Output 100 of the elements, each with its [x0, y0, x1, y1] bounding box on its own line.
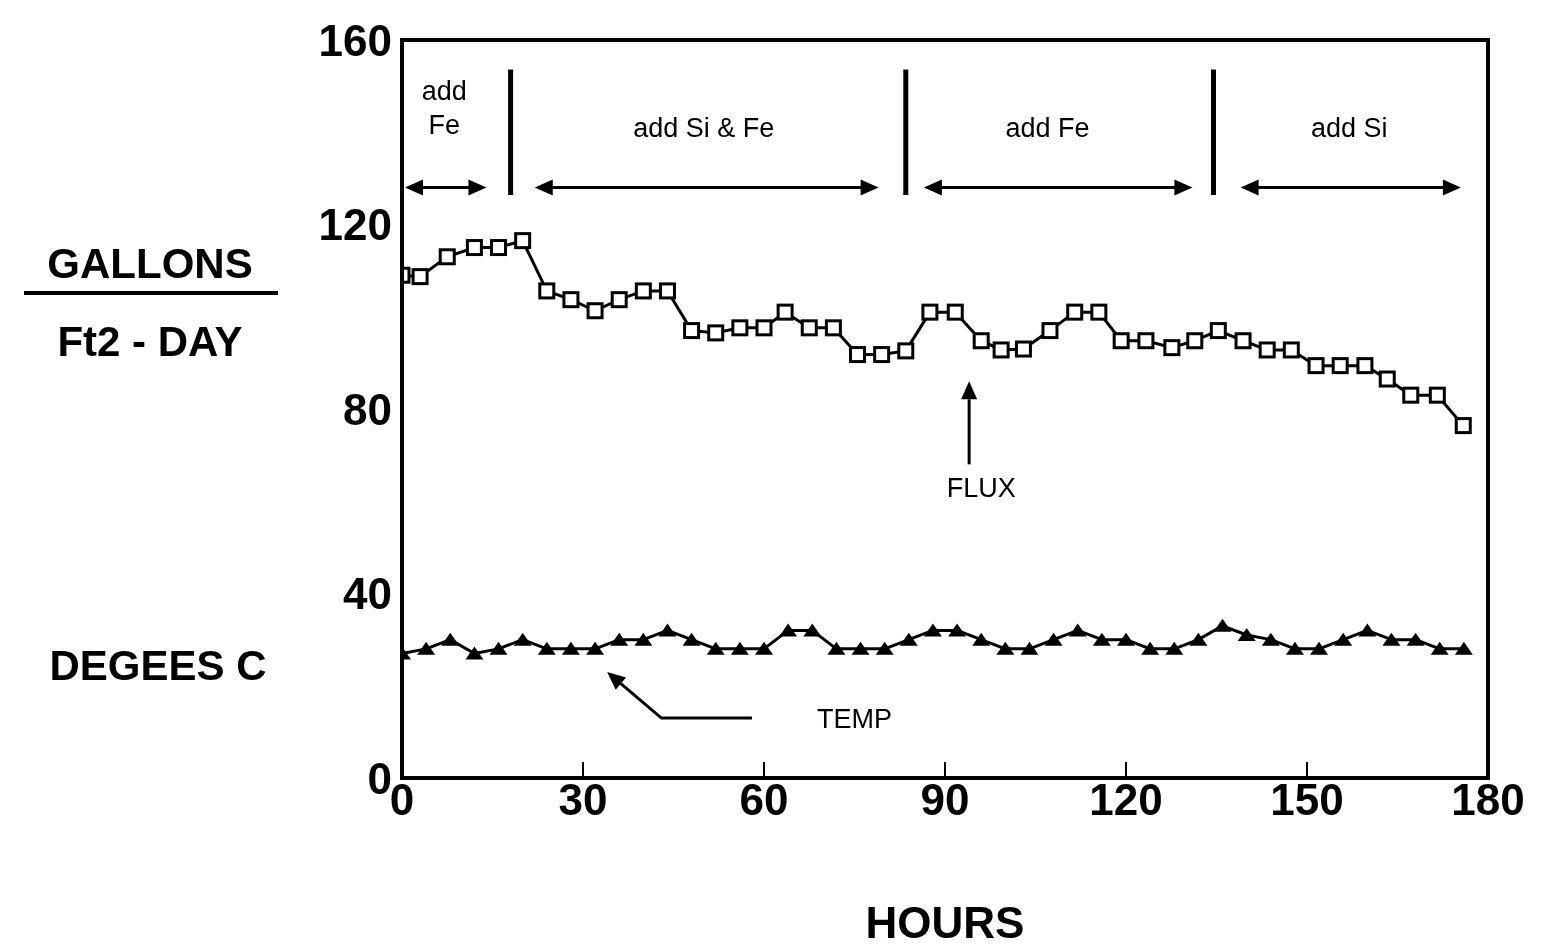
point	[849, 346, 867, 364]
point	[1382, 632, 1401, 646]
point	[1112, 332, 1130, 350]
point	[730, 641, 749, 655]
point	[417, 641, 436, 655]
point	[1066, 303, 1084, 321]
point	[634, 632, 653, 646]
point	[1186, 332, 1204, 350]
point	[1258, 341, 1276, 359]
point	[1189, 632, 1208, 646]
point	[779, 623, 798, 637]
point	[561, 641, 580, 655]
point	[683, 322, 701, 340]
point	[1092, 632, 1111, 646]
point	[489, 641, 508, 655]
annotation: add Fe	[421, 75, 467, 140]
point	[1454, 417, 1472, 435]
point	[800, 319, 818, 337]
point	[562, 291, 580, 309]
x-tick-label: 30	[558, 775, 608, 825]
point	[610, 291, 628, 309]
point	[1310, 641, 1329, 655]
point	[1117, 632, 1135, 646]
series-label: TEMP	[816, 704, 893, 735]
point	[707, 324, 725, 342]
point	[1165, 641, 1184, 655]
point	[658, 282, 676, 300]
point	[897, 342, 915, 360]
point	[1090, 303, 1108, 321]
x-tick-label: 60	[739, 775, 789, 825]
point	[824, 319, 842, 337]
text: DEGEES C	[49, 642, 267, 689]
point	[438, 248, 456, 266]
point	[1041, 322, 1059, 340]
point	[586, 302, 604, 320]
point	[875, 641, 894, 655]
point	[1331, 357, 1349, 375]
point	[972, 632, 991, 646]
annotation: add Fe	[1005, 112, 1090, 143]
point	[992, 341, 1010, 359]
point	[538, 282, 556, 300]
point	[1237, 628, 1256, 642]
x-axis-title: HOURS	[865, 898, 1025, 947]
point	[1014, 340, 1032, 358]
point	[514, 232, 532, 250]
y-axis-title: GALLONS Ft2 - DAY	[47, 240, 253, 365]
point	[948, 623, 967, 637]
point	[1454, 641, 1473, 655]
point	[634, 282, 652, 300]
point	[803, 623, 822, 637]
point	[1282, 341, 1300, 359]
point	[465, 646, 484, 660]
point	[827, 641, 846, 655]
point	[1430, 641, 1449, 655]
point	[1402, 386, 1420, 404]
point	[441, 632, 460, 646]
point	[1378, 370, 1396, 388]
y-tick-label: 120	[318, 200, 392, 250]
point	[1209, 322, 1227, 340]
x-tick-label: 150	[1270, 775, 1344, 825]
point	[972, 332, 990, 350]
point	[1213, 618, 1232, 632]
point	[1163, 339, 1181, 357]
point	[1068, 623, 1087, 637]
point	[873, 346, 891, 364]
point	[1141, 641, 1160, 655]
y-tick-label: 160	[318, 15, 392, 65]
point	[923, 623, 942, 637]
point	[1307, 357, 1325, 375]
x-tick-label: 180	[1451, 775, 1525, 825]
point	[513, 632, 532, 646]
point	[1234, 332, 1252, 350]
point	[996, 641, 1015, 655]
point	[851, 641, 870, 655]
y-tick-label: 80	[343, 384, 392, 434]
annotation: add Si & Fe	[633, 112, 775, 143]
point	[586, 641, 605, 655]
point	[731, 319, 749, 337]
point	[755, 319, 773, 337]
y-tick-label: 40	[343, 569, 392, 619]
point	[465, 239, 483, 257]
point	[899, 632, 918, 646]
point	[1137, 332, 1155, 350]
point	[946, 303, 964, 321]
point	[706, 641, 725, 655]
point	[1406, 632, 1425, 646]
point	[755, 641, 773, 655]
point	[658, 623, 677, 637]
point	[1428, 386, 1446, 404]
point	[682, 632, 701, 646]
point	[1334, 632, 1353, 646]
point	[1261, 632, 1280, 646]
point	[411, 268, 429, 286]
point	[490, 239, 508, 257]
point	[1356, 357, 1374, 375]
annotation: add Si	[1310, 112, 1388, 143]
point	[610, 632, 629, 646]
point	[921, 303, 939, 321]
text: FLUX	[946, 473, 1016, 504]
point	[537, 641, 556, 655]
